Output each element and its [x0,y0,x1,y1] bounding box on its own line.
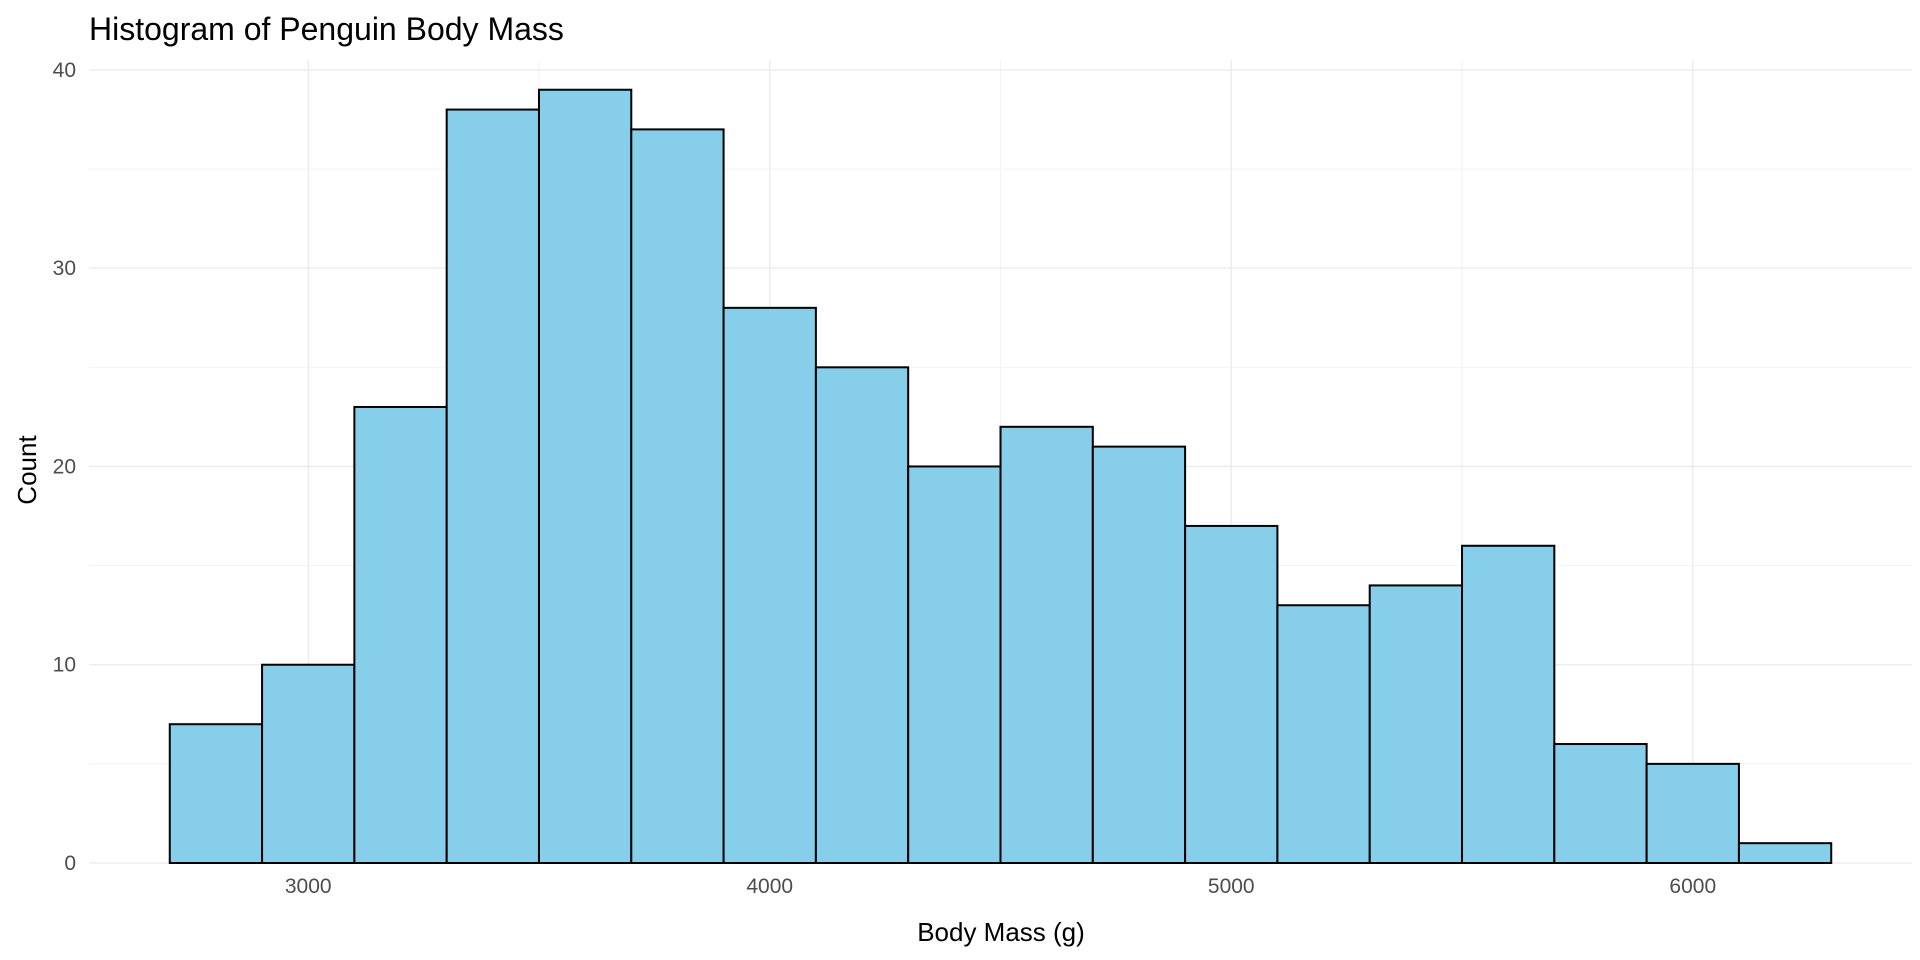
chart-title: Histogram of Penguin Body Mass [89,11,564,47]
histogram-bar [353,405,448,864]
histogram-bars [168,88,1833,865]
histogram-bar [999,425,1094,864]
x-axis-title: Body Mass (g) [917,917,1085,947]
histogram-bar [907,465,1002,864]
y-tick-label: 40 [53,59,76,82]
histogram-bar [537,88,633,865]
y-tick-label: 30 [53,257,76,280]
y-tick-label: 10 [53,654,76,677]
y-axis-tick-labels: 0 10 20 30 40 [53,59,76,875]
histogram-bar [168,723,264,865]
x-tick-label: 3000 [285,875,332,898]
histogram-bar [445,108,540,865]
histogram-bar [814,366,910,864]
histogram-bar [1737,842,1833,865]
x-tick-label: 4000 [746,875,793,898]
histogram-bar [1368,584,1464,864]
y-tick-label: 0 [64,852,76,875]
histogram-bar [722,306,817,865]
histogram-bar [1184,524,1279,865]
x-tick-label: 6000 [1669,875,1716,898]
histogram-bar [1553,743,1648,865]
histogram-bar [630,128,725,864]
y-axis-title: Count [12,435,42,505]
histogram-bar [1091,445,1187,864]
y-tick-label: 20 [53,455,76,478]
x-tick-label: 5000 [1208,875,1255,898]
x-axis-tick-labels: 3000 4000 5000 6000 [285,875,1716,898]
histogram-bar [1645,762,1740,864]
histogram-bar [1276,604,1371,864]
histogram-bar [1461,544,1556,864]
histogram-bar [261,663,356,864]
